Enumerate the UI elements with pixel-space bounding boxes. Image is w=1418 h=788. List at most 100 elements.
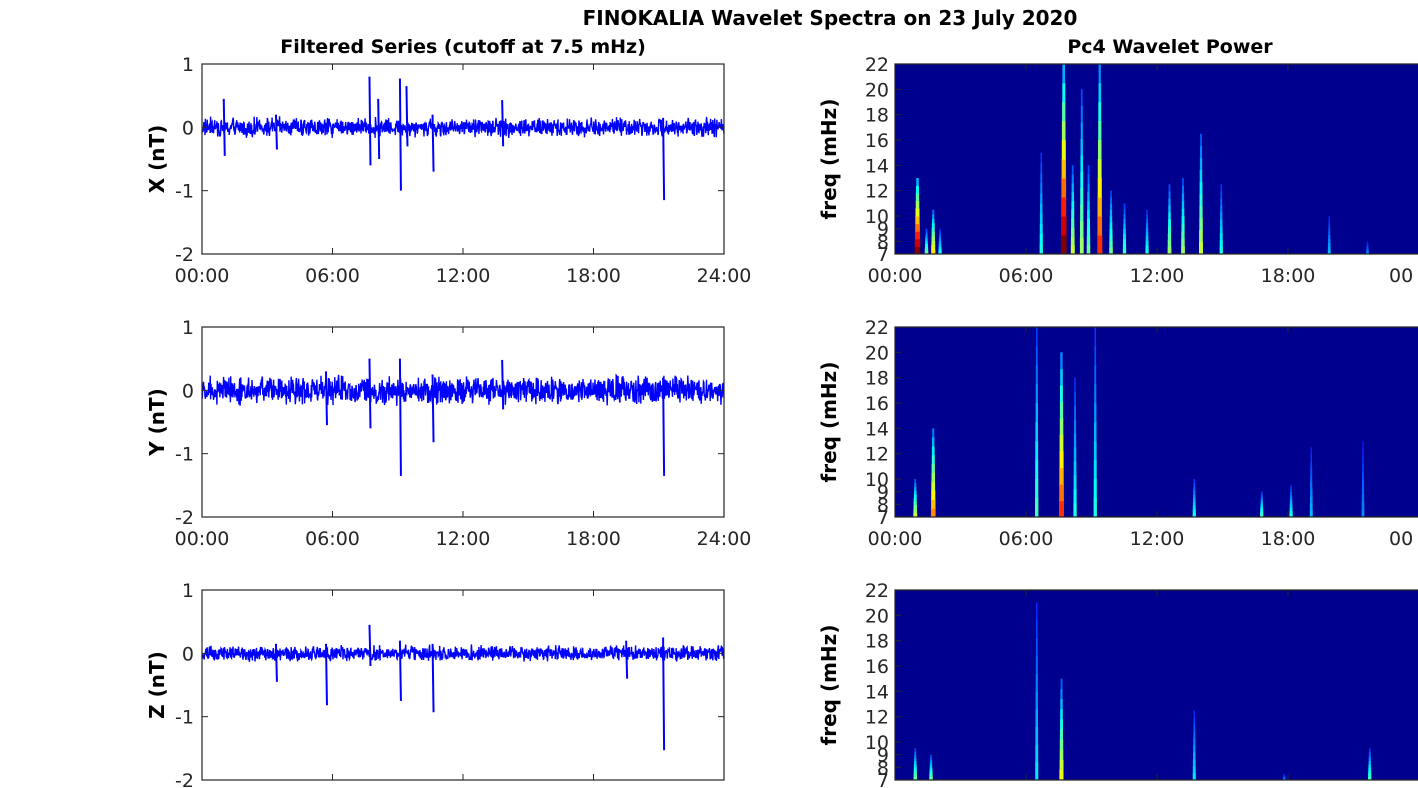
power-segment <box>1080 221 1084 238</box>
power-segment <box>1220 233 1223 241</box>
x-tick-label: 06:00 <box>305 528 360 550</box>
x-tick-label: 12:00 <box>1130 528 1185 550</box>
power-segment <box>1146 210 1148 215</box>
power-segment <box>1059 770 1063 781</box>
power-segment <box>1290 492 1292 496</box>
power-segment <box>1074 489 1077 503</box>
power-segment <box>925 236 927 239</box>
power-segment <box>1290 511 1293 515</box>
power-segment <box>926 229 928 232</box>
power-segment <box>1074 378 1076 392</box>
power-segment <box>1060 451 1064 468</box>
power-segment <box>1060 402 1063 419</box>
series-panel-y: 1 0 -1 -200:00 06:00 12:00 18:00 24:00 Y (nT) <box>145 317 751 550</box>
power-segment <box>1035 479 1038 499</box>
power-segment <box>1035 745 1038 763</box>
power-segment <box>1290 489 1292 493</box>
power-segment <box>1220 191 1222 199</box>
power-segment <box>1041 153 1043 164</box>
power-segment <box>1099 83 1102 103</box>
power-segment <box>1074 406 1076 420</box>
spectrum-panel-z: 22201816141210987freq (mHz) <box>817 580 1418 788</box>
power-segment <box>1088 183 1090 192</box>
power-segment <box>1061 178 1066 198</box>
power-segment <box>1060 689 1062 700</box>
power-segment <box>915 224 920 232</box>
power-segment <box>1109 241 1112 248</box>
power-segment <box>1060 369 1063 386</box>
power-segment <box>1200 158 1202 171</box>
y-tick-label: 14 <box>865 418 889 440</box>
y-axis-label: Z (nT) <box>145 651 169 719</box>
y-tick-label: -2 <box>175 770 194 788</box>
power-segment <box>1040 214 1043 225</box>
power-segment <box>1220 240 1223 248</box>
power-segment <box>932 437 934 446</box>
power-segment <box>1074 461 1077 475</box>
power-segment <box>1094 479 1097 499</box>
power-segment <box>1074 433 1076 447</box>
power-segment <box>1080 188 1083 205</box>
power-segment <box>932 428 934 437</box>
power-segment <box>1193 738 1195 746</box>
power-segment <box>1110 191 1112 198</box>
power-segment <box>914 494 917 498</box>
power-segment <box>1060 729 1063 740</box>
power-segment <box>1290 501 1293 505</box>
series-panel-x: 1 0 -1 -200:00 06:00 12:00 18:00 24:00 X (nT) <box>145 54 751 287</box>
spike-mark <box>224 99 225 156</box>
x-tick-label: 18:00 <box>1261 265 1316 287</box>
power-segment <box>1146 241 1149 246</box>
power-segment <box>1110 197 1112 204</box>
left-column-title: Filtered Series (cutoff at 7.5 mHz) <box>280 36 646 58</box>
power-segment <box>916 178 919 186</box>
power-segment <box>1328 224 1330 228</box>
power-segment <box>1168 212 1171 220</box>
power-segment <box>915 246 921 254</box>
spike-mark <box>406 86 407 146</box>
power-segment <box>1362 502 1365 510</box>
spike-mark <box>626 641 627 679</box>
power-segment <box>1087 245 1091 254</box>
power-segment <box>1061 679 1063 690</box>
power-segment <box>914 498 917 502</box>
power-segment <box>931 499 935 508</box>
spike-mark <box>369 359 370 429</box>
power-segment <box>1062 64 1065 84</box>
y-tick-label: 22 <box>865 580 889 602</box>
power-segment <box>1071 210 1074 219</box>
power-segment <box>1088 174 1090 183</box>
y-tick-label: 12 <box>865 707 889 729</box>
y-tick-label: 20 <box>865 342 889 364</box>
power-segment <box>1146 245 1149 250</box>
y-axis-label: Y (nT) <box>145 388 169 457</box>
power-segment <box>1182 201 1184 209</box>
plot-area <box>202 64 724 254</box>
power-segment <box>1098 178 1102 198</box>
power-segment <box>1080 172 1083 189</box>
power-segment <box>1194 717 1196 725</box>
power-segment <box>1074 392 1076 406</box>
power-segment <box>916 193 919 201</box>
power-segment <box>939 229 941 232</box>
power-segment <box>1110 216 1113 223</box>
power-segment <box>1040 224 1043 235</box>
power-segment <box>1310 489 1312 497</box>
spike-mark <box>276 644 277 682</box>
y-tick-label: 18 <box>865 368 889 390</box>
power-segment <box>914 752 916 756</box>
power-segment <box>1035 441 1038 461</box>
power-segment <box>1060 385 1063 402</box>
power-segment <box>1369 748 1371 752</box>
power-segment <box>1220 198 1222 206</box>
x-tick-label: 00 <box>1389 528 1413 550</box>
power-segment <box>1060 750 1064 761</box>
power-segment <box>1193 490 1195 494</box>
power-segment <box>1329 216 1330 220</box>
spectrogram-background <box>895 590 1418 780</box>
power-segment <box>916 208 920 216</box>
power-segment <box>1060 740 1063 751</box>
power-segment <box>1182 193 1184 201</box>
power-segment <box>1060 760 1064 771</box>
power-segment <box>1220 205 1222 213</box>
